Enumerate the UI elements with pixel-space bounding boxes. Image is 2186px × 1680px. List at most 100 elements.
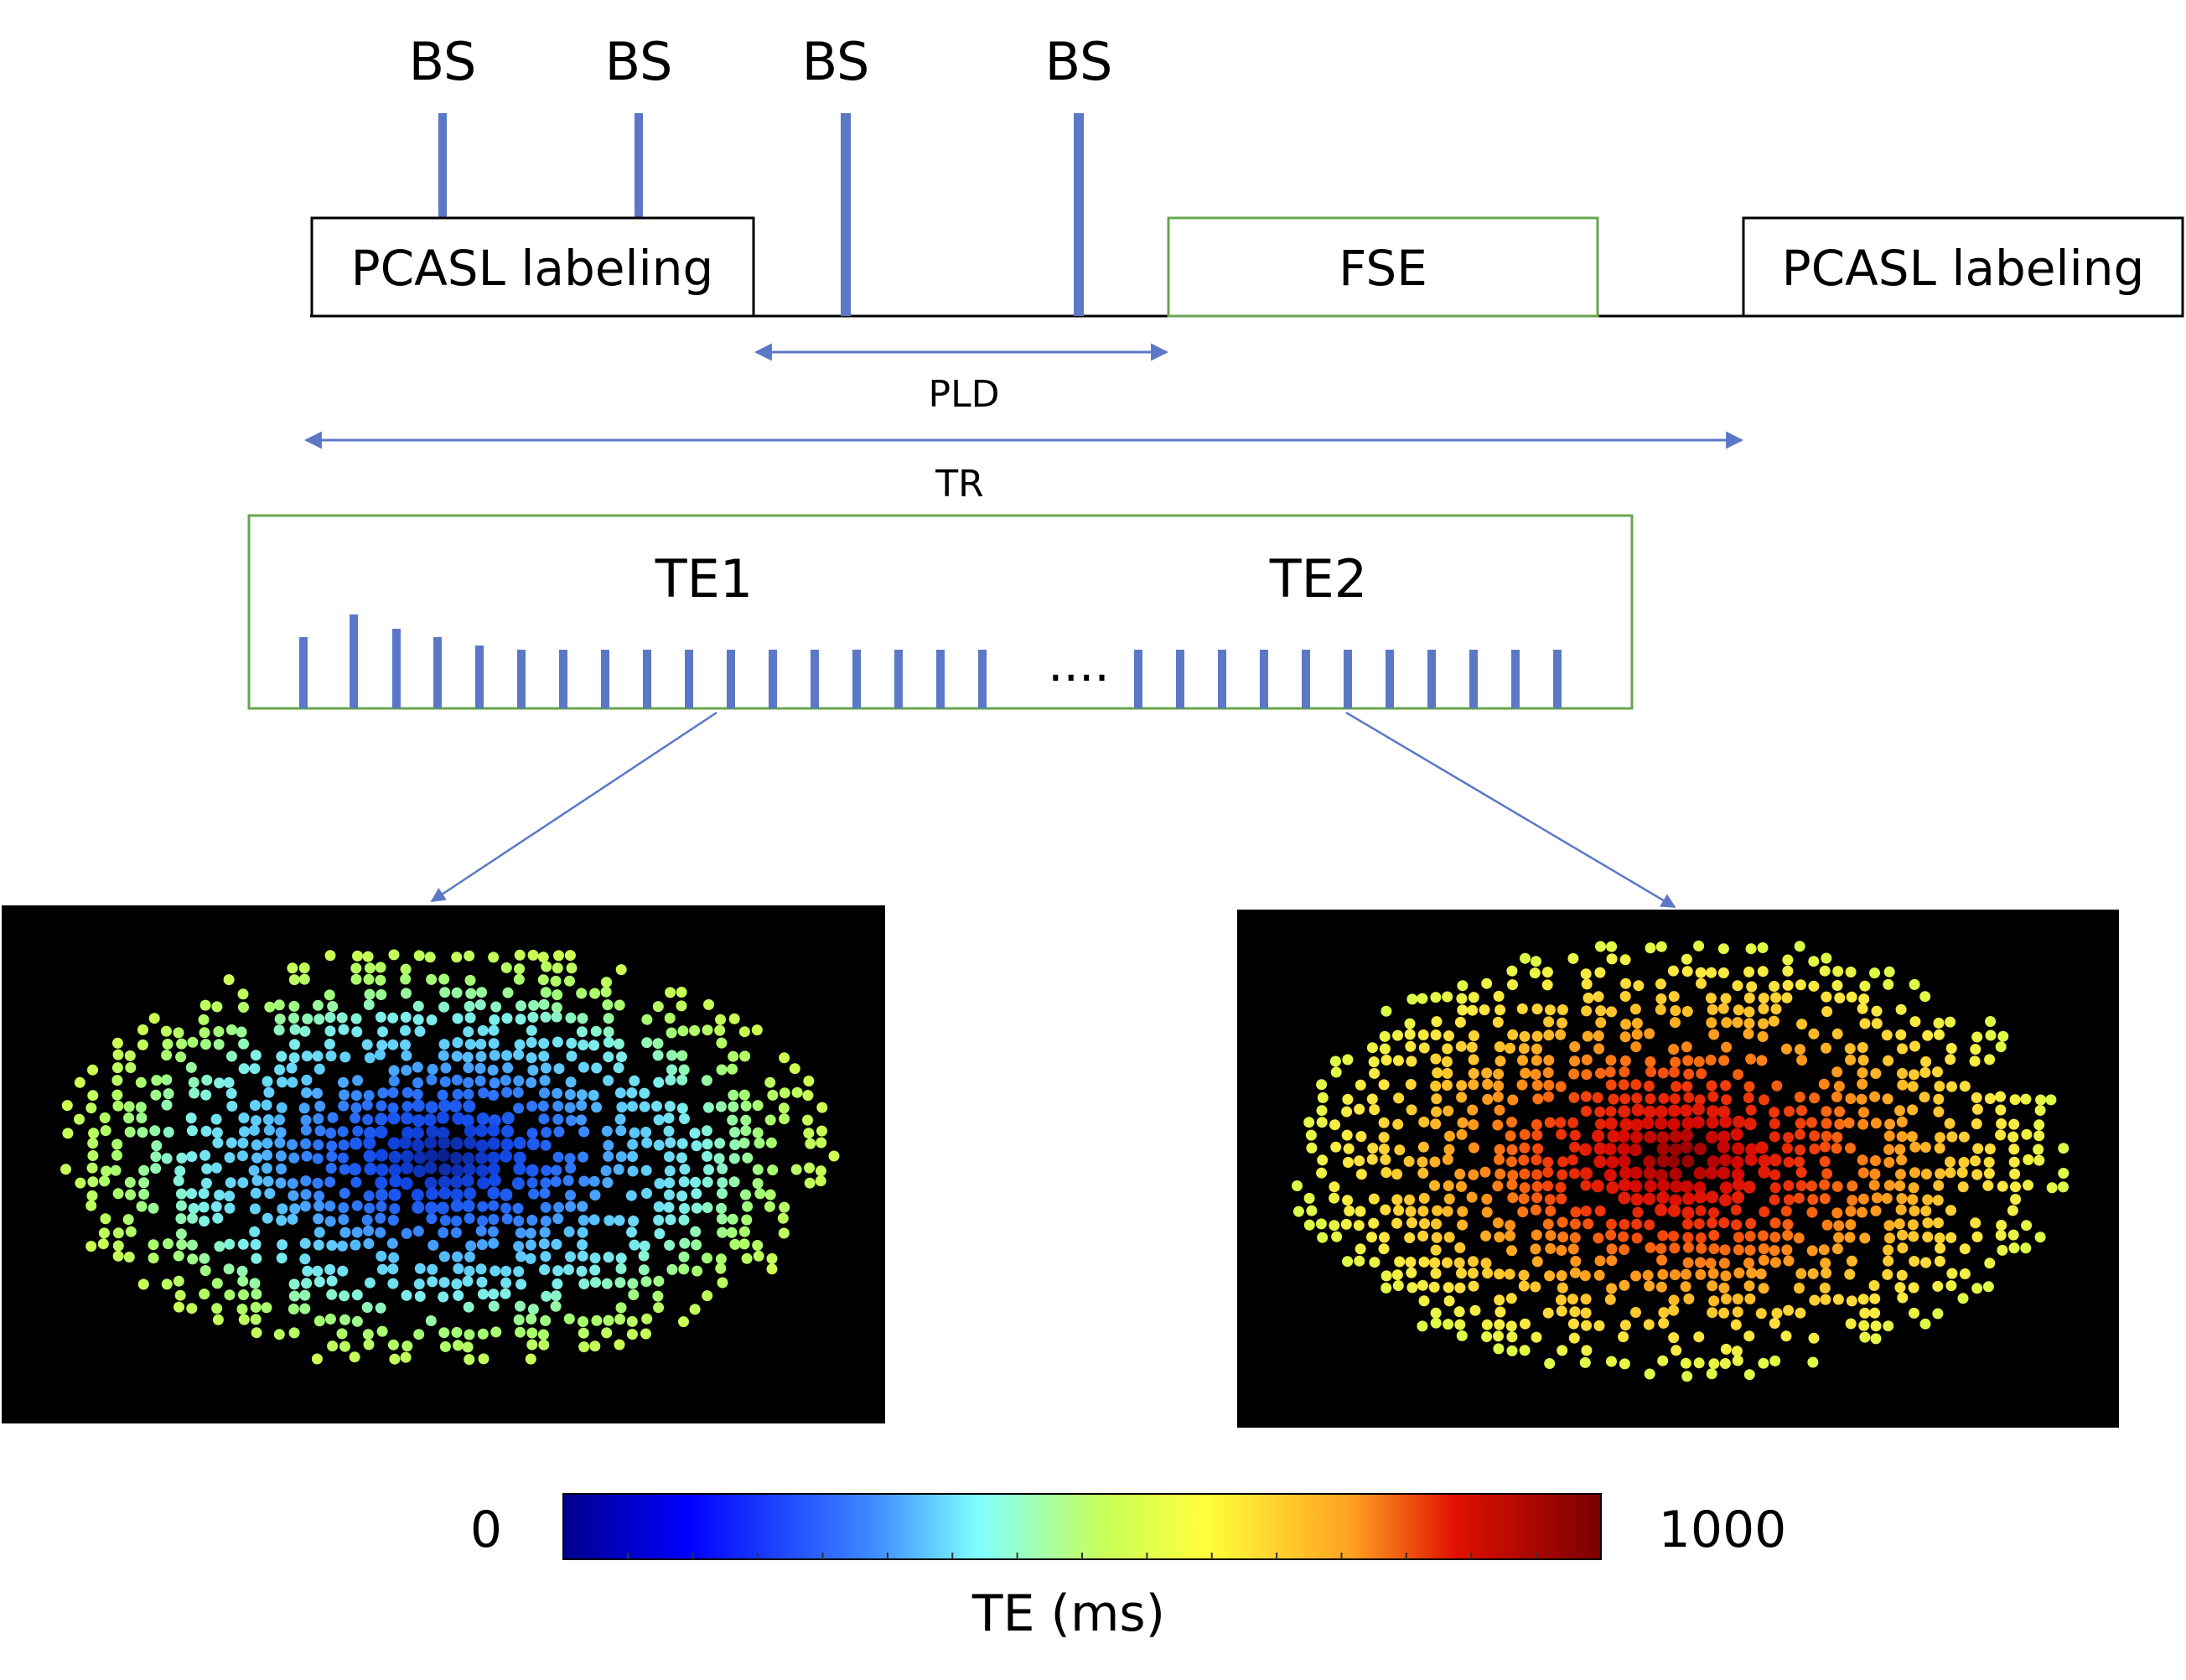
- kspace-sample-dot: [740, 1125, 752, 1137]
- kspace-sample-dot: [298, 973, 310, 985]
- bs-label-4: BS: [1045, 31, 1113, 92]
- kspace-sample-dot: [475, 1151, 488, 1164]
- kspace-sample-dot: [187, 1253, 199, 1265]
- kspace-sample-dot: [1695, 1205, 1707, 1216]
- kspace-sample-dot: [1743, 1330, 1755, 1342]
- kspace-sample-dot: [364, 1052, 376, 1064]
- kspace-sample-dot: [137, 1127, 148, 1138]
- kspace-sample-dot: [539, 1264, 551, 1275]
- kspace-sample-dot: [652, 1038, 664, 1050]
- kspace-sample-dot: [1644, 1280, 1655, 1292]
- kspace-sample-dot: [1570, 1256, 1582, 1267]
- kspace-sample-dot: [1769, 1107, 1780, 1118]
- kspace-sample-dot: [1443, 1193, 1455, 1205]
- kspace-sample-dot: [1643, 1192, 1656, 1206]
- kspace-sample-dot: [1907, 1081, 1919, 1092]
- kspace-sample-dot: [1794, 1091, 1805, 1103]
- kspace-sample-dot: [702, 1176, 713, 1188]
- kspace-sample-dot: [1847, 1195, 1858, 1206]
- kspace-sample-dot: [1783, 1156, 1795, 1168]
- kspace-sample-dot: [1492, 1180, 1504, 1192]
- kspace-sample-dot: [1480, 1230, 1492, 1242]
- kspace-sample-dot: [2035, 1094, 2047, 1106]
- kspace-sample-dot: [388, 1076, 400, 1086]
- kspace-sample-dot: [1859, 1018, 1871, 1029]
- kspace-sample-dot: [339, 1187, 350, 1199]
- kspace-sample-dot: [1406, 993, 1418, 1005]
- kspace-sample-dot: [1604, 1066, 1616, 1078]
- kspace-sample-dot: [302, 1013, 313, 1024]
- kspace-sample-dot: [740, 1114, 752, 1126]
- kspace-sample-dot: [487, 1186, 500, 1200]
- kspace-sample-dot: [288, 1013, 299, 1024]
- kspace-sample-dot: [1544, 1358, 1556, 1369]
- kspace-sample-dot: [1442, 1257, 1453, 1268]
- kspace-sample-dot: [590, 1277, 601, 1289]
- kspace-sample-dot: [1733, 1244, 1744, 1256]
- kspace-sample-dot: [250, 1239, 262, 1250]
- kspace-sample-dot: [2020, 1242, 2032, 1254]
- kspace-sample-dot: [424, 1176, 438, 1190]
- kspace-sample-dot: [1418, 1042, 1430, 1054]
- kspace-sample-dot: [1556, 1193, 1567, 1205]
- kspace-sample-dot: [1834, 992, 1846, 1003]
- kspace-sample-dot: [1568, 1091, 1580, 1103]
- colorbar-gradient: [562, 1493, 1602, 1560]
- kspace-sample-dot: [1428, 1281, 1440, 1293]
- kspace-sample-dot: [1442, 1154, 1453, 1165]
- kspace-sample-dot: [1707, 1280, 1718, 1292]
- kspace-sample-dot: [552, 989, 563, 1001]
- kspace-sample-dot: [1494, 1104, 1505, 1116]
- kspace-sample-dot: [350, 1090, 362, 1102]
- kspace-sample-dot: [237, 1275, 249, 1287]
- kspace-sample-dot: [1719, 1194, 1732, 1207]
- kspace-sample-dot: [1819, 1282, 1831, 1294]
- kspace-sample-dot: [1532, 1093, 1544, 1105]
- kspace-sample-dot: [1745, 1053, 1757, 1065]
- kspace-sample-dot: [777, 1212, 789, 1224]
- kspace-sample-dot: [364, 962, 376, 974]
- kspace-sample-dot: [412, 1000, 424, 1012]
- kspace-sample-dot: [500, 1149, 512, 1163]
- kspace-sample-dot: [1581, 1005, 1593, 1017]
- kspace-sample-dot: [1708, 1243, 1720, 1255]
- kspace-sample-dot: [1909, 1141, 1921, 1153]
- kspace-sample-dot: [1807, 1268, 1819, 1279]
- kspace-sample-dot: [462, 1275, 474, 1287]
- kspace-sample-dot: [289, 1024, 301, 1035]
- kspace-sample-dot: [1794, 1283, 1805, 1294]
- kspace-sample-dot: [462, 1341, 474, 1353]
- kspace-sample-dot: [1568, 1068, 1580, 1080]
- kspace-sample-dot: [1531, 1180, 1543, 1192]
- kspace-sample-dot: [438, 1327, 450, 1339]
- kspace-sample-dot: [564, 975, 575, 987]
- kspace-sample-dot: [1919, 1318, 1931, 1330]
- kspace-sample-dot: [1657, 1067, 1669, 1079]
- kspace-sample-dot: [1591, 1180, 1604, 1193]
- kspace-sample-dot: [137, 1039, 148, 1050]
- kspace-sample-dot: [1732, 1306, 1743, 1318]
- kspace-sample-dot: [112, 1227, 124, 1239]
- kspace-sample-dot: [288, 1278, 300, 1290]
- kspace-sample-dot: [1945, 1167, 1956, 1179]
- kspace-sample-dot: [1681, 1117, 1695, 1130]
- kspace-sample-dot: [1644, 1180, 1657, 1193]
- kspace-sample-dot: [577, 1239, 588, 1251]
- kspace-sample-dot: [1995, 1041, 2007, 1053]
- kspace-sample-dot: [1707, 1105, 1720, 1118]
- kspace-sample-dot: [1391, 1217, 1402, 1229]
- kspace-sample-dot: [552, 1113, 564, 1125]
- kspace-sample-dot: [1329, 1192, 1340, 1204]
- kspace-sample-dot: [1696, 977, 1707, 989]
- kspace-sample-dot: [715, 1014, 726, 1025]
- kspace-sample-dot: [1619, 1093, 1631, 1105]
- kspace-sample-dot: [87, 1150, 99, 1161]
- kspace-sample-dot: [1881, 1193, 1893, 1204]
- kspace-sample-dot: [363, 1090, 375, 1102]
- kspace-sample-dot: [1870, 1333, 1882, 1345]
- kspace-sample-dot: [487, 1151, 500, 1164]
- kspace-sample-dot: [161, 1074, 173, 1086]
- kspace-sample-dot: [1793, 1232, 1805, 1244]
- kspace-sample-dot: [451, 1074, 463, 1086]
- kspace-sample-dot: [1933, 1093, 1945, 1105]
